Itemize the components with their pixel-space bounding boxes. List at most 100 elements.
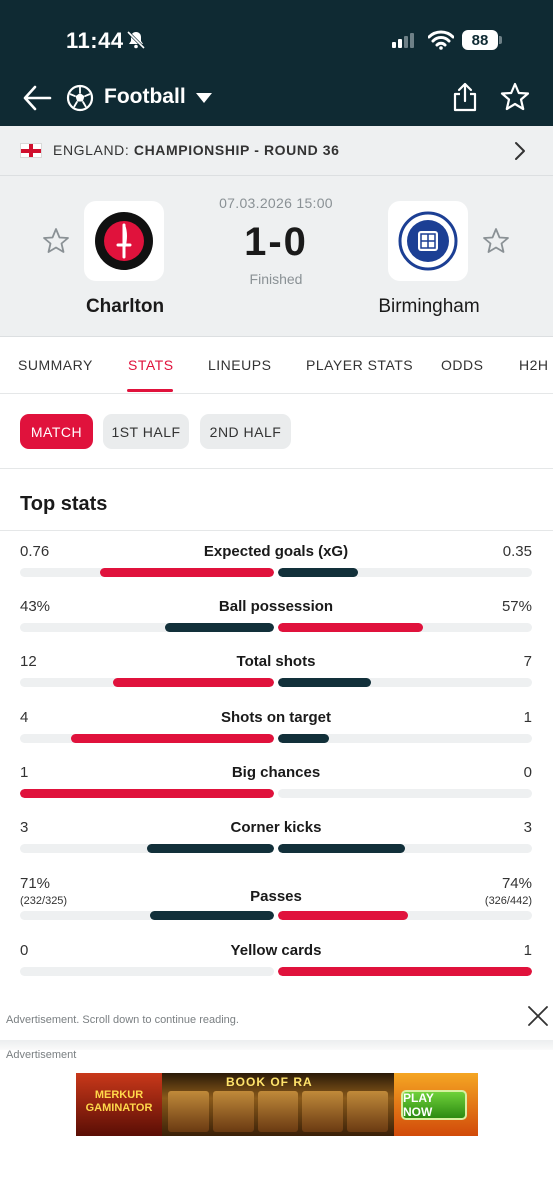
stat-home-track [20, 623, 274, 632]
stat-away-bar [278, 844, 405, 853]
match-datetime: 07.03.2026 15:00 [219, 195, 333, 211]
stat-home-value: 4 [20, 709, 28, 726]
chevron-right-icon[interactable] [514, 141, 526, 161]
stat-home-value-text: 3 [20, 819, 29, 836]
stat-away-value-text: 74% [501, 875, 532, 892]
stat-home-value-text: 43% [20, 598, 51, 615]
ad-game-title: BOOK OF RA [226, 1075, 313, 1089]
england-flag-icon [20, 143, 42, 158]
chip-1st-half[interactable]: 1ST HALF [103, 414, 189, 449]
close-icon[interactable] [527, 1005, 549, 1027]
stat-row: 71% (232/325) Passes 74% (326/442) [20, 875, 532, 930]
battery-tip [499, 36, 502, 44]
chip-match[interactable]: MATCH [20, 414, 93, 449]
home-team-name[interactable]: Charlton [85, 296, 165, 317]
stat-away-value: 7 [524, 653, 532, 670]
tab-player-stats[interactable]: PLAYER STATS [306, 357, 414, 373]
ad-notice: Advertisement. Scroll down to continue r… [6, 1014, 239, 1026]
stat-home-value: 12 [20, 653, 37, 670]
ad-separator [0, 1040, 553, 1050]
stat-name: Shots on target [220, 709, 331, 726]
stat-away-value: 1 [524, 942, 532, 959]
birmingham-crest-icon [398, 211, 458, 271]
tab-summary[interactable]: SUMMARY [18, 357, 93, 373]
league-row[interactable]: ENGLAND: CHAMPIONSHIP - ROUND 36 [0, 126, 553, 176]
league-country: ENGLAND: [53, 142, 130, 158]
tab-odds[interactable]: ODDS [441, 357, 484, 373]
stat-away-track [278, 678, 532, 687]
stat-away-track [278, 911, 532, 920]
section-title: Top stats [20, 493, 108, 515]
league-competition: CHAMPIONSHIP - ROUND 36 [133, 142, 340, 158]
ad-label: Advertisement [6, 1049, 77, 1061]
stat-home-value: 0 [20, 942, 28, 959]
stat-home-value-text: 0 [20, 942, 29, 959]
charlton-crest-icon [95, 212, 153, 270]
stat-name: Corner kicks [230, 819, 322, 836]
back-arrow-icon[interactable] [22, 84, 52, 112]
chevron-down-icon[interactable] [196, 93, 212, 103]
away-team-name[interactable]: Birmingham [378, 296, 480, 317]
stat-away-bar [278, 967, 532, 976]
home-team-logo[interactable] [84, 201, 164, 281]
stat-away-track [278, 844, 532, 853]
match-tabs: SUMMARY STATS LINEUPS PLAYER STATS ODDS … [0, 337, 553, 394]
stat-name: Total shots [236, 653, 316, 670]
stat-away-track [278, 568, 532, 577]
stat-home-sub: (232/325) [20, 895, 68, 907]
stat-home-value-text: 4 [20, 709, 29, 726]
stat-home-track [20, 734, 274, 743]
stat-row: 1 Big chances 0 [20, 764, 532, 819]
stat-home-bar [100, 568, 274, 577]
stat-away-bar [278, 734, 329, 743]
tab-lineups[interactable]: LINEUPS [208, 357, 272, 373]
stat-away-value: 0.35 [503, 543, 532, 560]
stat-away-value-text: 1 [523, 709, 532, 726]
match-score: 1-0 [244, 220, 308, 264]
ad-banner[interactable]: MERKUR GAMINATOR BOOK OF RA PLAY NOW [76, 1073, 478, 1136]
stat-name: Expected goals (xG) [203, 543, 349, 560]
stat-away-value: 0 [524, 764, 532, 781]
top-header: 11:44 88 Football [0, 0, 553, 126]
stat-away-value: 74% (326/442) [485, 875, 532, 907]
stat-name: Big chances [231, 764, 321, 781]
stat-home-value-text: 1 [20, 764, 29, 781]
share-icon[interactable] [452, 82, 478, 112]
away-team-logo[interactable] [388, 201, 468, 281]
ad-play-button[interactable]: PLAY NOW [401, 1090, 467, 1120]
tab-h2h[interactable]: H2H [519, 357, 549, 373]
stat-home-track [20, 678, 274, 687]
stat-home-track [20, 967, 274, 976]
stat-home-track [20, 568, 274, 577]
stat-away-value-text: 7 [523, 653, 532, 670]
stat-away-value-text: 0 [523, 764, 532, 781]
stat-away-value-text: 3 [523, 819, 532, 836]
stat-away-value: 3 [524, 819, 532, 836]
stat-home-track [20, 844, 274, 853]
bell-muted-icon [126, 30, 146, 50]
stat-row: 3 Corner kicks 3 [20, 819, 532, 874]
stat-home-bar [165, 623, 274, 632]
match-status: Finished [249, 271, 303, 287]
favorite-star-icon[interactable] [500, 82, 530, 112]
sport-selector[interactable]: Football [104, 85, 186, 108]
home-favorite-star-icon[interactable] [42, 227, 70, 255]
app-bar: Football [0, 70, 553, 126]
stat-away-bar [278, 568, 358, 577]
stat-home-value-text: 71% [20, 875, 51, 892]
stat-home-bar [113, 678, 274, 687]
chip-2nd-half[interactable]: 2ND HALF [200, 414, 291, 449]
stat-home-track [20, 789, 274, 798]
stat-away-sub: (326/442) [484, 895, 532, 907]
stat-row: 0.76 Expected goals (xG) 0.35 [20, 543, 532, 598]
stat-home-value: 71% (232/325) [20, 875, 67, 907]
divider [0, 530, 553, 531]
away-favorite-star-icon[interactable] [482, 227, 510, 255]
stat-row: 0 Yellow cards 1 [20, 942, 532, 997]
tab-stats[interactable]: STATS [128, 357, 174, 373]
stat-home-value-text: 0.76 [20, 543, 50, 560]
stat-row: 43% Ball possession 57% [20, 598, 532, 653]
stat-home-value: 43% [20, 598, 50, 615]
ad-brand: MERKUR GAMINATOR [76, 1073, 162, 1136]
stat-home-track [20, 911, 274, 920]
